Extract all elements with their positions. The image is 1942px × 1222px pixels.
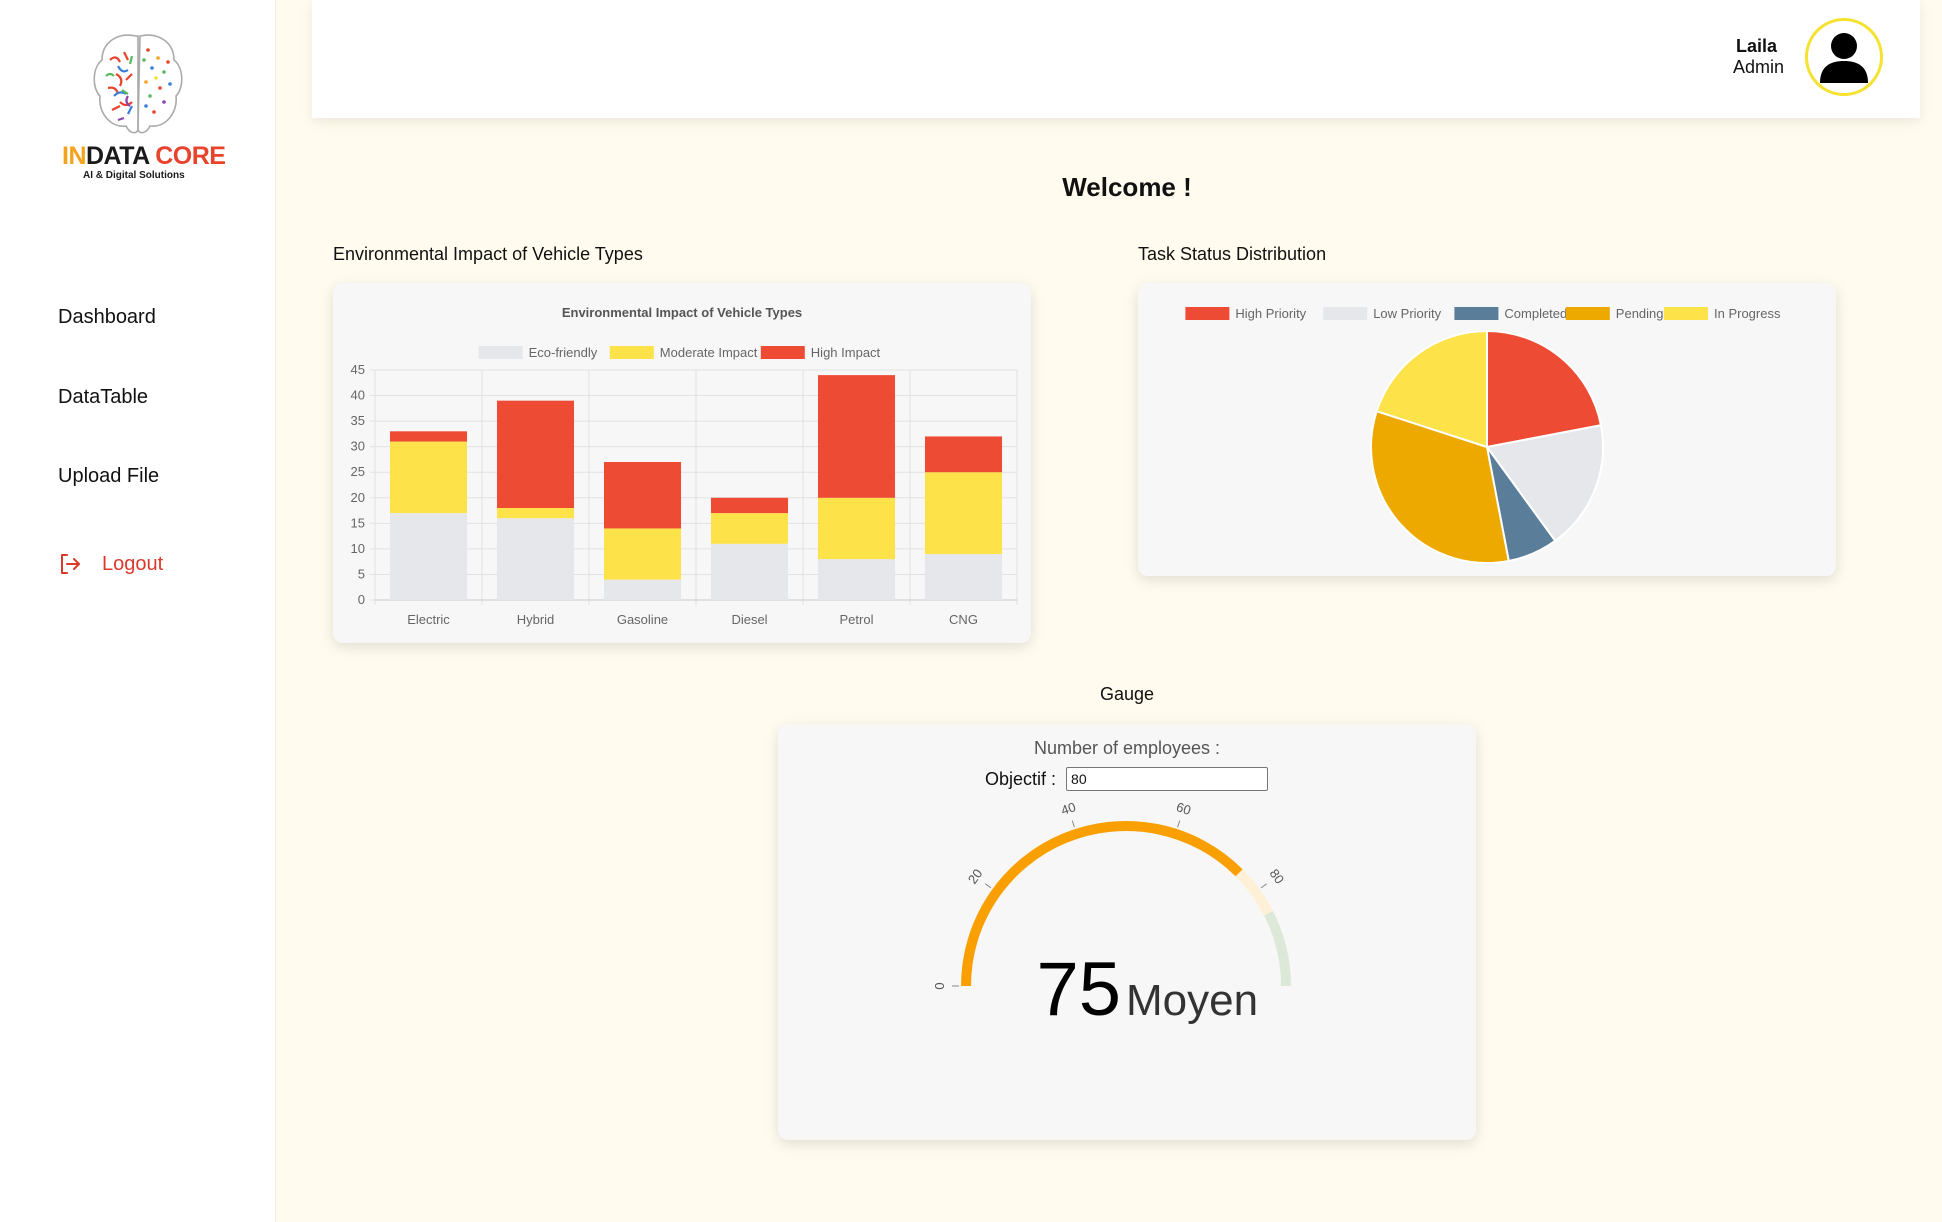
gauge-tick-2 [1071,820,1075,828]
pie-slice-high-priority [1486,329,1603,449]
bar-diesel-eco-friendly [710,543,789,600]
bar-petrol-high-impact [817,375,896,498]
bar-gasoline-moderate-impact [603,528,682,580]
sidebar-item-dashboard[interactable]: Dashboard [58,306,156,328]
brand-logo[interactable]: INDATA CORE AI & Digital Solutions [58,30,226,190]
pie-legend-swatch-0 [1185,307,1230,320]
bar-diesel-high-impact [710,497,789,514]
bar-petrol-moderate-impact [817,497,896,560]
bar-chart: Environmental Impact of Vehicle Types Eco… [351,305,1018,627]
y-tick-label-1: 5 [358,566,365,581]
pie-slice-low-priority [1485,424,1604,543]
pie-chart-card: High Priority Low Priority Completed Pendin… [1138,283,1836,576]
sidebar: INDATA CORE AI & Digital Solutions Dashb… [0,0,276,1222]
x-tick-label-0: Electric [407,612,450,627]
gauge-label: Number of employees : [1033,738,1221,758]
pie-legend-label-3: Pending [1616,306,1664,321]
pie-chart: High Priority Low Priority Completed Pendin… [1185,306,1781,564]
x-tick-label-5: CNG [949,612,978,627]
pie-legend-label-2: Completed [1504,306,1567,321]
bar-electric-high-impact [389,431,468,442]
objectif-input[interactable] [1066,767,1269,791]
y-tick-label-9: 45 [351,362,365,377]
gauge-chart: 0 20 40 60 80 75 Moyen [932,799,1291,1032]
user-role: Admin [1732,57,1784,77]
brand-name: INDATA CORE [62,142,226,170]
gauge-tick-label-2: 40 [1059,799,1077,818]
pie-slice-pending [1370,409,1510,564]
brain-icon [93,34,183,134]
x-tick-label-4: Petrol [840,612,874,627]
objectif-label: Objectif : [985,768,1057,789]
y-tick-label-6: 30 [351,439,365,454]
bar-hybrid-high-impact [496,400,575,508]
gauge-arc-warning [1235,869,1274,916]
bar-gasoline-eco-friendly [603,579,682,600]
pie-legend-label-0: High Priority [1235,306,1306,321]
gauge-tick-label-1: 20 [965,866,986,887]
y-tick-label-0: 0 [358,592,365,607]
bar-chart-title: Environmental Impact of Vehicle Types [562,305,802,320]
gauge-tick-label-0: 0 [932,982,947,989]
bar-hybrid-moderate-impact [496,508,575,519]
pie-legend-swatch-4 [1664,307,1708,320]
objectif-row: Objectif : [985,767,1269,791]
y-tick-label-7: 35 [351,413,365,428]
bar-gasoline-high-impact [603,462,682,529]
bar-cng-high-impact [924,436,1003,473]
bar-diesel-moderate-impact [710,513,789,544]
x-tick-label-3: Diesel [731,612,767,627]
logout-button[interactable]: Logout [58,552,163,576]
y-tick-label-2: 10 [351,541,365,556]
gauge-section-title: Gauge [1099,684,1155,704]
gauge-status: Moyen [1126,976,1258,1025]
pie-slice-in-progress [1375,329,1488,449]
x-tick-label-2: Gasoline [617,612,668,627]
bar-section-title: Environmental Impact of Vehicle Types [333,244,643,264]
gauge-arc-ok [1264,911,1291,987]
y-tick-label-3: 15 [351,515,365,530]
gauge-tick-1 [984,883,992,889]
pie-legend-swatch-1 [1323,307,1368,320]
pie-section-title: Task Status Distribution [1138,244,1327,264]
legend-label-2: High Impact [811,345,881,360]
y-tick-label-8: 40 [351,388,365,403]
bar-petrol-eco-friendly [817,559,896,600]
legend-swatch-2 [760,346,805,359]
gauge-tick-4 [1260,883,1268,889]
sidebar-item-datatable[interactable]: DataTable [58,386,149,408]
bar-cng-eco-friendly [924,554,1003,600]
gauge-card: Number of employees : Objectif : 0 20 40 60… [778,724,1476,1140]
bar-electric-moderate-impact [389,441,468,514]
y-tick-label-4: 20 [351,490,365,505]
legend-label-1: Moderate Impact [660,345,758,360]
legend-swatch-1 [609,346,654,359]
user-icon [1820,33,1868,83]
avatar[interactable] [1805,18,1883,96]
gauge-value: 75 [1036,947,1121,1032]
y-tick-label-5: 25 [351,464,365,479]
gauge-tick-label-4: 80 [1267,866,1288,887]
gauge-arc-value [961,821,1243,987]
brand-tagline: AI & Digital Solutions [83,170,185,181]
gauge-tick-3 [1177,820,1181,828]
sidebar-item-upload-file[interactable]: Upload File [58,465,160,487]
bar-cng-moderate-impact [924,472,1003,554]
top-bar: Laila Admin [312,0,1920,118]
logout-label: Logout [102,552,164,575]
x-tick-label-1: Hybrid [517,612,555,627]
pie-legend-swatch-3 [1565,307,1610,320]
logout-icon [61,554,80,574]
page-title: Welcome ! [1062,172,1192,202]
legend-swatch-0 [478,346,523,359]
bar-chart-card: Environmental Impact of Vehicle Types Eco… [333,283,1031,643]
pie-legend-swatch-2 [1454,307,1499,320]
user-name: Laila [1735,36,1777,56]
legend-label-0: Eco-friendly [529,345,598,360]
bar-hybrid-eco-friendly [496,518,575,600]
pie-legend-label-4: In Progress [1714,306,1781,321]
gauge-tick-label-3: 60 [1174,799,1192,818]
bar-electric-eco-friendly [389,513,468,600]
pie-legend-label-1: Low Priority [1373,306,1441,321]
